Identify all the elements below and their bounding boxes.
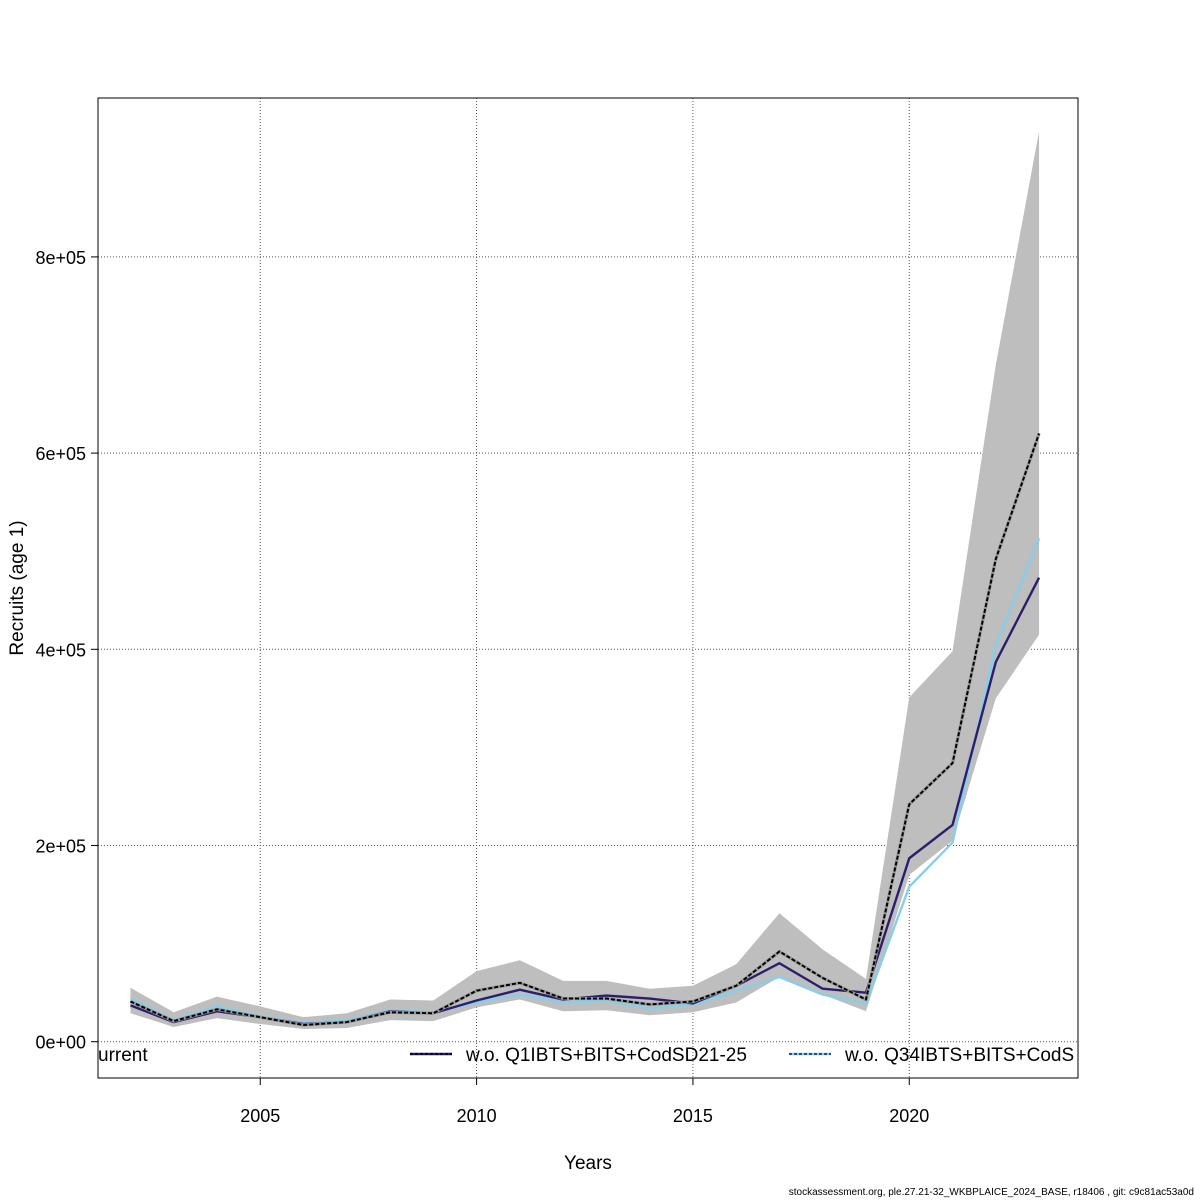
y-tick-label: 4e+05 xyxy=(35,640,86,660)
grid-lines xyxy=(98,98,1078,1078)
x-tick-label: 2015 xyxy=(673,1106,713,1126)
confidence-band-layer xyxy=(130,131,1040,1029)
plot-frame xyxy=(97,97,1079,1079)
footer-credit: stockassessment.org, ple.27.21-32_WKBPLA… xyxy=(788,1187,1194,1198)
series-line-0 xyxy=(130,433,1041,1027)
legend-label-q34: w.o. Q34IBTS+BITS+CodS xyxy=(844,1045,1074,1066)
y-tick-label: 2e+05 xyxy=(35,837,86,857)
legend: urrent w.o. Q1IBTS+BITS+CodSD21-25 w.o. Q3… xyxy=(98,1045,1074,1066)
x-tick-label: 2005 xyxy=(240,1106,280,1126)
y-tick-label: 6e+05 xyxy=(35,444,86,464)
x-tick-label: 2010 xyxy=(457,1106,497,1126)
confidence-band xyxy=(130,131,1040,1029)
y-tick-label: 8e+05 xyxy=(35,248,86,268)
y-axis-title: Recruits (age 1) xyxy=(7,520,28,655)
y-tick-label: 0e+00 xyxy=(35,1033,86,1053)
axes: 2005 2010 2015 2020 0e+00 2e+05 4e+05 6e+05 8e+0… xyxy=(35,248,929,1126)
x-tick-label: 2020 xyxy=(889,1106,929,1126)
series-lines-layer xyxy=(129,432,1041,1027)
series-line-0-halo xyxy=(129,432,1041,1027)
legend-label-q1: w.o. Q1IBTS+BITS+CodSD21-25 xyxy=(465,1045,747,1066)
x-axis-title: Years xyxy=(564,1153,612,1174)
legend-label-current: urrent xyxy=(98,1045,148,1066)
